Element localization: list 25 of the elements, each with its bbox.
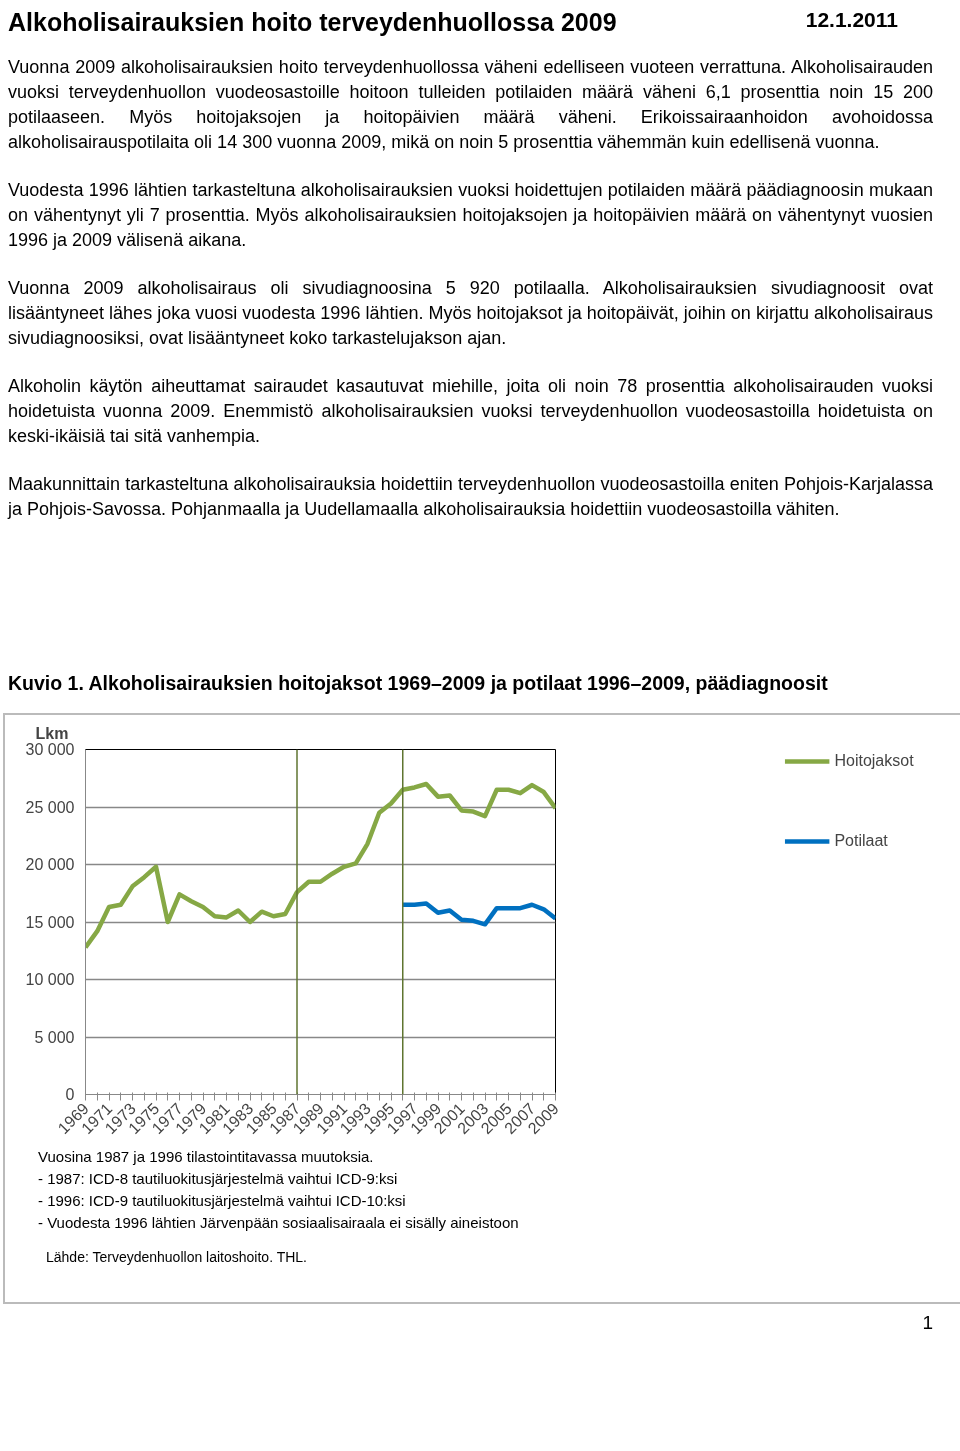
legend-label: Hoitojaksot — [834, 752, 914, 770]
text: Vuonna 2009 alkoholisairaus oli sivudiagnoosina 5 920 potilaalla. Alkoholisairauksien sivudiagnoosit ovat lisääntyneet lähes joka vuosi vuodesta 1996 lähtien. Myös hoitojaksot ja hoitopäivät, joihin on kirjattu alkoholisairaus sivudiagnoosiksi, ovat lisääntyneet koko tarkastelujakson ajan. — [8, 277, 933, 350]
text: 12.1.2011 — [805, 7, 898, 33]
text: - 1996: ICD-9 tautiluokitusjärjestelmä vaihtui ICD-10:ksi — [38, 1191, 407, 1211]
y-tick-label: 20 000 — [25, 856, 75, 873]
line-series — [85, 781, 556, 950]
text: 1 — [921, 1311, 933, 1335]
chart-subtitle: Kuvio 1. Alkoholisairauksien hoitojaksot 1969–2009 ja potilaat 1996–2009, päädiagnoosit — [8, 671, 828, 696]
legend-label: Potilaat — [834, 832, 889, 850]
y-tick-label: 30 000 — [25, 741, 75, 758]
y-tick-label: 10 000 — [25, 971, 75, 988]
chart-title: Alkoholisairauksien hoito terveydenhuollossa 2009 — [8, 7, 617, 38]
y-tick-label: 25 000 — [25, 798, 75, 816]
text: Maakunnittain tarkasteltuna alkoholisairauksia hoidettiin terveydenhuollon vuodeosastoilla eniten Pohjois-Karjalassa ja Pohjois-Savossa. Pohjanmaalla ja Uudellamaalla alkoholisairauksia hoidettiin vuodeosastoilla vähiten. — [8, 473, 933, 521]
text: Vuosina 1987 ja 1996 tilastointitavassa muutoksia. — [38, 1147, 375, 1167]
y-tick-label: 15 000 — [25, 913, 75, 931]
text: - 1987: ICD-8 tautiluokitusjärjestelmä vaihtui ICD-9:ksi — [38, 1169, 399, 1189]
text: Alkoholin käytön aiheuttamat sairaudet kasautuvat miehille, joita oli noin 78 prosenttia alkoholisairauden vuoksi hoidetuista vuonna 2009. Enemmistö alkoholisairauksien vuoksi terveydenhuollon vuodeosastoilla hoidetuista on keski-ikäisiä tai sitä vanhempia. — [8, 375, 933, 448]
y-tick-label: 0 — [65, 1086, 75, 1103]
text: Vuonna 2009 alkoholisairauksien hoito terveydenhuollossa väheni edelliseen vuoteen verrattuna. Alkoholisairauden vuoksi terveydenhuollon vuodeosastoille hoitoon tulleiden potilaiden määrä väheni 6,1 prosenttia noin 15 200 potilaaseen. Myös hoitojaksojen ja hoitopäivien määrä väheni. Erikoissairaanhoidon avohoidossa alkoholisairauspotilaita oli 14 300 vuonna 2009, mikä on noin 5 prosenttia vähemmän kuin edellisenä vuonna. — [8, 56, 933, 154]
y-tick-label: 5 000 — [34, 1028, 75, 1046]
text: Vuodesta 1996 lähtien tarkasteltuna alkoholisairauksien vuoksi hoidettujen potilaiden määrä päädiagnoosin mukaan on vähentynyt yli 7 prosenttia. Myös alkoholisairauksien hoitojaksojen ja hoitopäivien määrä on vähentynyt vuosien 1996 ja 2009 välisenä aikana. — [8, 179, 933, 252]
y-axis-title: Lkm — [35, 725, 69, 742]
text: - Vuodesta 1996 lähtien Järvenpään sosiaalisairaala ei sisälly aineistoon — [38, 1213, 519, 1233]
text: Lähde: Terveydenhuollon laitoshoito. THL. — [46, 1248, 308, 1267]
